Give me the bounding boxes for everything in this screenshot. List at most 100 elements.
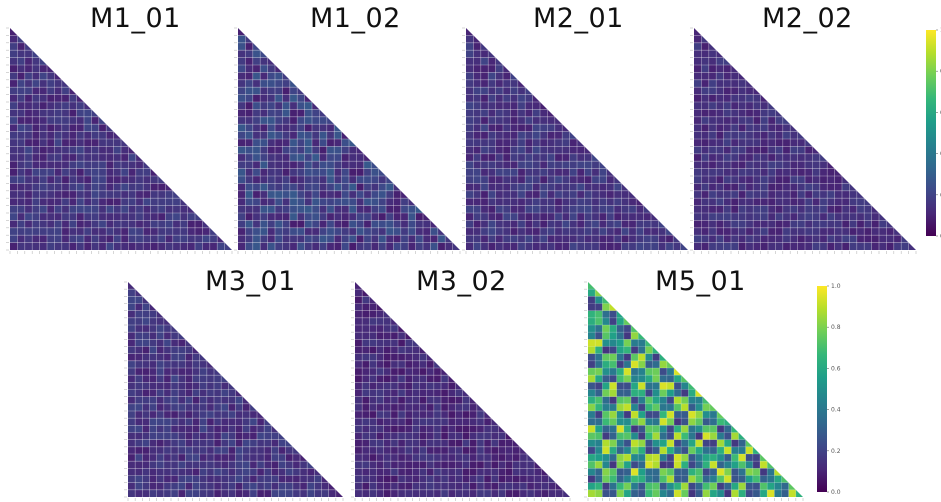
heatmap-cell xyxy=(623,489,632,497)
heatmap-cell xyxy=(185,353,193,362)
heatmap-cell xyxy=(638,360,646,369)
heatmap-cell xyxy=(386,242,394,250)
heatmap-cell xyxy=(192,432,200,440)
heatmap-cell xyxy=(480,131,489,140)
heatmap-cell xyxy=(192,346,200,354)
heatmap-cell xyxy=(245,190,254,199)
heatmap-cell xyxy=(602,425,610,433)
heatmap-cell xyxy=(488,235,496,243)
heatmap-cell xyxy=(525,102,533,110)
heatmap-cell xyxy=(547,161,556,169)
heatmap-cell xyxy=(383,396,392,405)
heatmap-cell xyxy=(47,94,55,103)
heatmap-cell xyxy=(731,124,739,132)
heatmap-cell xyxy=(10,146,18,155)
heatmap-cell xyxy=(334,139,342,147)
heatmap-cell xyxy=(636,213,644,221)
heatmap-cell xyxy=(701,220,710,229)
heatmap-cell xyxy=(121,235,129,243)
heatmap-cell xyxy=(782,139,791,147)
heatmap-cell xyxy=(178,468,186,476)
heatmap-cell xyxy=(228,475,236,483)
heatmap-cell xyxy=(476,446,485,455)
heatmap-cell xyxy=(503,183,511,192)
heatmap-cell xyxy=(753,205,761,214)
heatmap-cell xyxy=(135,332,143,340)
heatmap-cell xyxy=(623,425,632,433)
heatmap-cell xyxy=(149,432,157,440)
heatmap-cell xyxy=(466,65,474,73)
heatmap-cell xyxy=(158,220,166,229)
heatmap-cell xyxy=(819,235,828,243)
heatmap-cell xyxy=(187,242,196,250)
heatmap-cell xyxy=(171,482,179,491)
heatmap-cell xyxy=(602,454,610,462)
heatmap-cell xyxy=(275,213,283,221)
heatmap-cell xyxy=(591,213,600,221)
heatmap-cell xyxy=(312,139,320,147)
heatmap-cell xyxy=(753,198,761,206)
heatmap-cells xyxy=(128,282,343,497)
heatmap-cell xyxy=(480,161,489,169)
heatmap-cell xyxy=(17,213,26,221)
heatmap-cell xyxy=(24,235,33,243)
heatmap-cell xyxy=(214,425,222,433)
heatmap-cell xyxy=(760,242,769,250)
heatmap-cell xyxy=(400,242,409,250)
heatmap-cell xyxy=(498,468,506,476)
heatmap-cell xyxy=(185,403,193,412)
heatmap-cell xyxy=(304,227,313,236)
heatmap-cell xyxy=(297,153,305,162)
heatmap-cell xyxy=(510,102,519,110)
heatmap-cell xyxy=(562,227,570,236)
heatmap-cell xyxy=(242,454,251,462)
heatmap-cell xyxy=(723,161,732,169)
heatmap-cell xyxy=(702,461,711,469)
heatmap-cell xyxy=(349,183,357,192)
heatmap-cell xyxy=(731,109,739,118)
heatmap-cell xyxy=(879,242,887,250)
heatmap-cell xyxy=(292,489,301,497)
heatmap-cell xyxy=(275,153,283,162)
heatmap-cell xyxy=(304,124,313,132)
heatmap-cell xyxy=(142,303,150,311)
heatmap-cell xyxy=(356,168,365,177)
heatmap-cell xyxy=(631,389,639,397)
heatmap-cell xyxy=(469,475,478,483)
heatmap-cell xyxy=(433,489,442,497)
heatmap-cell xyxy=(525,183,533,192)
heatmap-cell xyxy=(455,396,463,405)
heatmap-cell xyxy=(163,332,172,340)
heatmap-cell xyxy=(469,461,478,469)
heatmap-cell xyxy=(260,190,268,199)
heatmap-cell xyxy=(893,242,902,250)
heatmap-cell xyxy=(249,446,258,455)
heatmap-cell xyxy=(264,418,272,426)
heatmap-cell xyxy=(768,116,776,125)
heatmap-cell xyxy=(206,396,215,405)
heatmap-cell xyxy=(228,418,236,426)
heatmap-cell xyxy=(257,418,265,426)
heatmap-cell xyxy=(540,220,548,229)
heatmap-cell xyxy=(106,139,114,147)
heatmap-cell xyxy=(532,213,541,221)
heatmap-cell xyxy=(623,332,632,340)
heatmap-cell xyxy=(609,418,617,426)
heatmap-cell xyxy=(448,432,456,440)
heatmap-cell xyxy=(645,432,653,440)
heatmap-cell xyxy=(609,346,617,354)
heatmap-cell xyxy=(292,482,301,491)
colorbar-tick-label: 1.0 xyxy=(831,283,841,290)
heatmap-cell xyxy=(638,482,646,491)
heatmap-cell xyxy=(680,242,688,250)
heatmap-cell xyxy=(588,360,596,369)
heatmap-cell xyxy=(708,79,717,88)
heatmap-cell xyxy=(753,168,761,177)
heatmap-cell xyxy=(745,489,754,497)
heatmap-cells xyxy=(466,28,688,250)
heatmap-cell xyxy=(760,205,769,214)
heatmap-cell xyxy=(150,213,159,221)
heatmap-cell xyxy=(10,72,18,81)
heatmap-cell xyxy=(32,183,40,192)
heatmap-cell xyxy=(602,303,610,311)
